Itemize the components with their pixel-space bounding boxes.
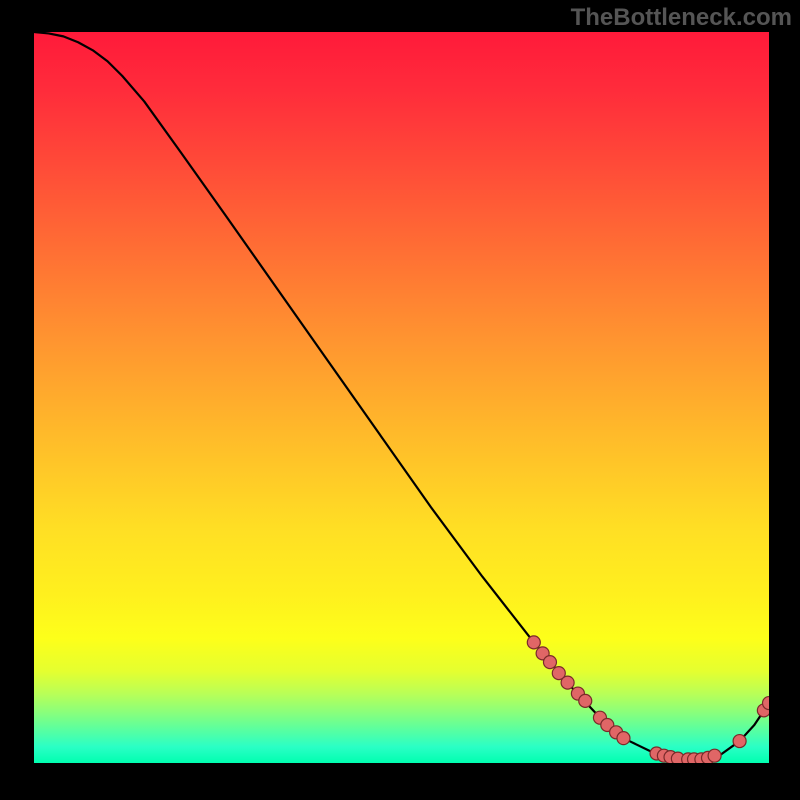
data-marker <box>561 676 574 689</box>
data-marker <box>579 694 592 707</box>
chart-stage: TheBottleneck.com <box>0 0 800 800</box>
data-marker <box>733 735 746 748</box>
bottleneck-curve-chart <box>0 0 800 800</box>
gradient-background <box>34 32 769 763</box>
data-marker <box>617 732 630 745</box>
data-marker <box>527 636 540 649</box>
data-marker <box>543 656 556 669</box>
data-marker <box>708 749 721 762</box>
